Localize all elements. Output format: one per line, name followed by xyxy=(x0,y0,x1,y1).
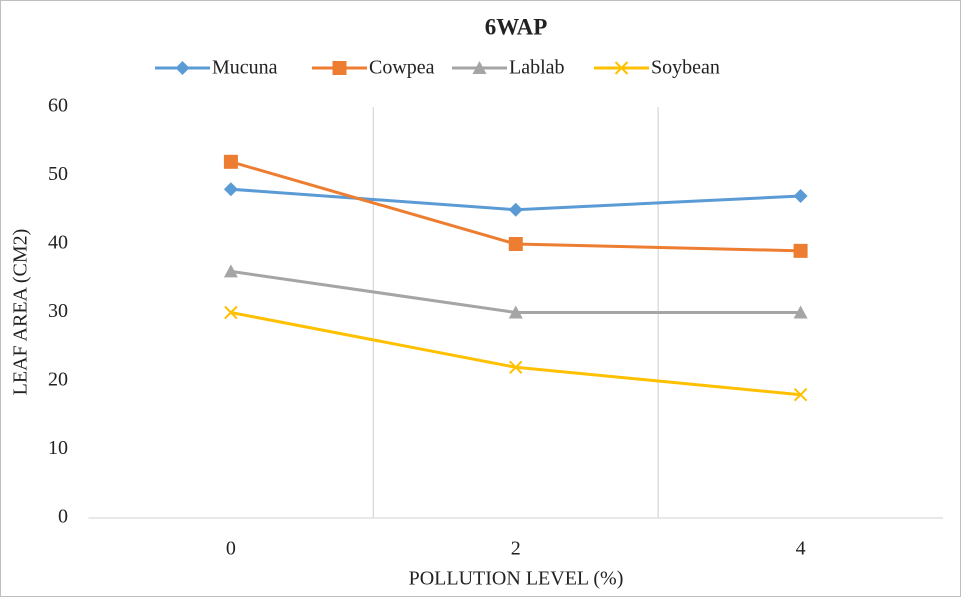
legend-label: Mucuna xyxy=(212,57,278,79)
y-tick-label: 10 xyxy=(48,437,68,459)
x-tick-label: 4 xyxy=(796,538,806,560)
y-tick-label: 50 xyxy=(48,163,68,185)
marker xyxy=(175,61,190,75)
marker xyxy=(793,189,808,204)
marker xyxy=(614,61,629,75)
marker xyxy=(332,61,347,75)
chart-title: 6WAP xyxy=(485,14,548,39)
x-tick-label: 0 xyxy=(226,538,236,560)
marker xyxy=(509,360,523,375)
y-tick-label: 0 xyxy=(58,506,68,528)
marker xyxy=(793,387,808,402)
marker xyxy=(223,154,238,169)
y-tick-label: 60 xyxy=(48,95,68,117)
marker xyxy=(223,264,238,278)
y-tick-label: 30 xyxy=(48,300,68,322)
marker xyxy=(793,243,808,258)
marker xyxy=(508,202,523,217)
marker xyxy=(793,305,808,319)
legend-label: Soybean xyxy=(651,57,720,79)
marker xyxy=(508,237,523,251)
marker xyxy=(472,61,487,74)
marker xyxy=(508,305,523,319)
x-tick-label: 2 xyxy=(511,538,521,560)
x-axis-label: POLLUTION LEVEL (%) xyxy=(409,568,624,590)
legend-label: Cowpea xyxy=(369,57,435,79)
y-axis-label: LEAF AREA (CM2) xyxy=(10,229,32,396)
marker xyxy=(223,182,238,197)
legend-label: Lablab xyxy=(509,57,565,79)
marker xyxy=(224,305,238,320)
y-tick-label: 20 xyxy=(48,369,68,391)
y-tick-label: 40 xyxy=(48,232,68,254)
